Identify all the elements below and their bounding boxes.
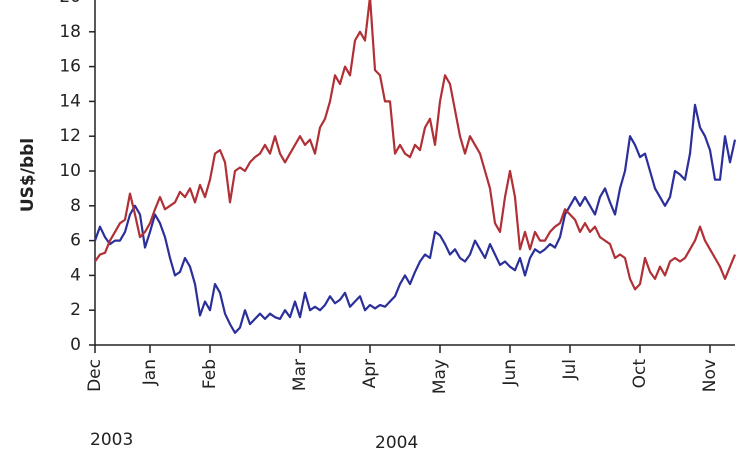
y-tick-label: 4	[70, 265, 81, 285]
y-tick-label: 14	[59, 91, 81, 111]
x-tick-label: Apr	[360, 359, 380, 388]
x-tick-label: Jun	[500, 359, 520, 387]
y-tick-label: 10	[59, 161, 81, 181]
x-tick-label: Feb	[200, 359, 220, 389]
y-axis-label: US$/bbl	[18, 138, 38, 212]
x-tick-label: Jan	[140, 359, 160, 386]
year-label: 2003	[90, 430, 133, 450]
x-tick-label: Oct	[630, 359, 650, 389]
x-tick-label: May	[430, 359, 450, 394]
x-tick-label: Jul	[560, 359, 580, 381]
x-tick-label: Nov	[700, 359, 720, 392]
y-tick-label: 18	[59, 22, 81, 42]
line-series	[93, 103, 737, 334]
y-tick-label: 2	[70, 300, 81, 320]
y-tick-label: 20	[59, 0, 81, 7]
y-tick-label: 12	[59, 126, 81, 146]
x-tick-label: Dec	[85, 359, 105, 392]
x-tick-label: Mar	[290, 359, 310, 391]
y-tick-label: 16	[59, 57, 81, 77]
line-series	[94, 0, 737, 291]
y-tick-label: 6	[70, 231, 81, 251]
year-label: 2004	[375, 433, 418, 453]
y-tick-label: 8	[70, 196, 81, 216]
y-tick-label: 0	[70, 335, 81, 355]
